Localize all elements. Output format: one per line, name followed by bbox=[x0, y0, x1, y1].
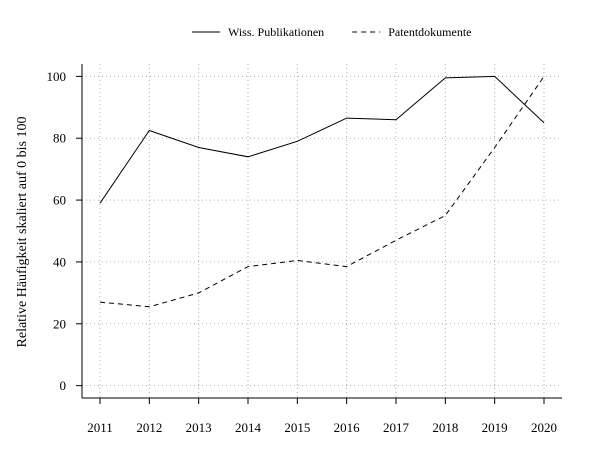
axes: 0 20 40 60 80 100 2011 2012 2013 2014 2015 2016 2017… bbox=[47, 64, 562, 435]
grid-lines bbox=[82, 64, 562, 398]
legend-label: Wiss. Publikationen bbox=[228, 25, 324, 39]
y-tick-label: 40 bbox=[53, 254, 66, 269]
y-tick-label: 60 bbox=[53, 193, 66, 208]
legend-label: Patentdokumente bbox=[388, 25, 471, 39]
y-tick-label: 100 bbox=[47, 69, 67, 84]
y-tick-label: 0 bbox=[60, 378, 67, 393]
legend: Wiss. Publikationen Patentdokumente bbox=[192, 25, 472, 39]
x-tick-label: 2020 bbox=[531, 420, 557, 435]
x-tick-label: 2013 bbox=[186, 420, 212, 435]
series-line bbox=[99, 75, 545, 204]
x-tick-label: 2015 bbox=[284, 420, 310, 435]
x-tick-label: 2011 bbox=[87, 420, 113, 435]
x-tick-label: 2016 bbox=[334, 420, 361, 435]
x-tick-label: 2017 bbox=[383, 420, 410, 435]
y-axis-title: Relative Häufigkeit skaliert auf 0 bis 1… bbox=[15, 117, 30, 348]
x-tick-label: 2012 bbox=[136, 420, 162, 435]
x-tick-label: 2014 bbox=[235, 420, 262, 435]
y-tick-label: 20 bbox=[53, 316, 66, 331]
x-tick-label: 2018 bbox=[432, 420, 458, 435]
series-lines bbox=[99, 75, 545, 308]
series-line bbox=[99, 76, 545, 308]
x-tick-label: 2019 bbox=[482, 420, 508, 435]
y-tick-label: 80 bbox=[53, 131, 66, 146]
